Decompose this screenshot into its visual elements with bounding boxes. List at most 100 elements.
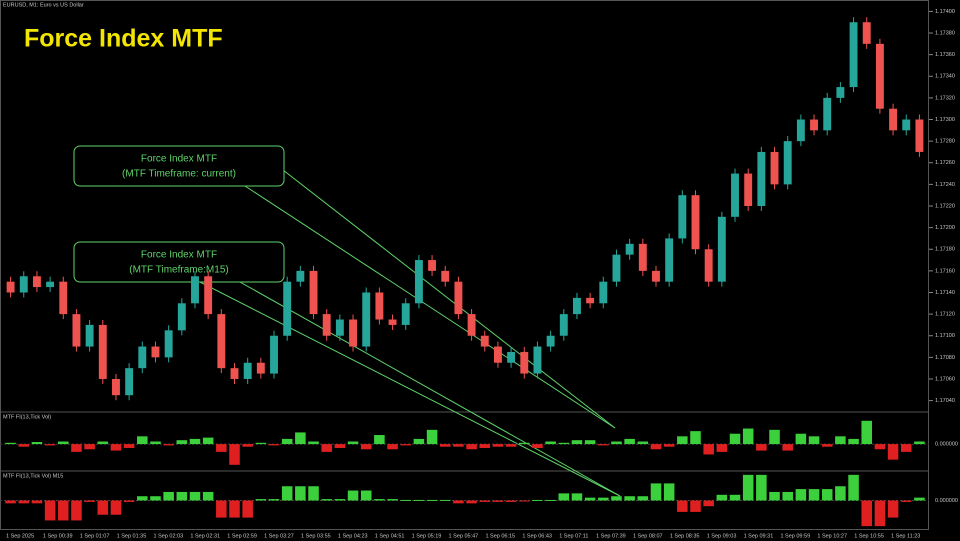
histogram-bar — [97, 500, 109, 515]
candle — [151, 346, 160, 358]
candle — [678, 195, 687, 239]
histogram-bar — [453, 444, 464, 447]
histogram-bar — [519, 500, 530, 502]
histogram-bar — [650, 483, 662, 501]
histogram-bar — [58, 500, 69, 521]
y-tick-label: 1.17140 — [935, 290, 955, 296]
histogram-bar — [71, 500, 82, 521]
histogram-bar — [663, 444, 675, 447]
candle — [717, 216, 726, 282]
histogram-bar — [268, 444, 280, 446]
histogram-bar — [216, 444, 227, 452]
histogram-bar — [677, 436, 688, 445]
candle — [862, 22, 871, 44]
histogram-bar — [887, 500, 899, 518]
x-tick-label: 1 Sep 07:39 — [596, 533, 626, 539]
candle — [612, 254, 621, 282]
candle — [507, 351, 516, 363]
histogram-bar — [505, 444, 517, 447]
histogram-bar — [150, 496, 161, 501]
histogram-bar — [281, 486, 293, 501]
histogram-bar — [31, 442, 43, 445]
candle — [125, 368, 134, 396]
histogram-bar — [558, 442, 570, 445]
histogram-bar — [242, 500, 253, 518]
histogram-bar — [861, 420, 872, 445]
x-tick-label: 1 Sep 04:23 — [338, 533, 368, 539]
x-tick-label: 1 Sep 03:55 — [301, 533, 331, 539]
histogram-bar — [44, 444, 56, 446]
histogram-bar — [532, 444, 543, 448]
candle — [362, 292, 371, 347]
candle — [441, 270, 450, 282]
histogram-bar — [848, 474, 859, 501]
histogram-bar — [400, 499, 411, 501]
histogram-bar — [347, 441, 359, 445]
x-tick-label: 1 Sep 10:55 — [854, 533, 884, 539]
histogram-bar — [690, 500, 701, 512]
y-tick-label: 1.17240 — [935, 182, 955, 188]
histogram-bar — [413, 438, 425, 445]
histogram-bar — [137, 496, 148, 501]
histogram-bar — [874, 500, 886, 527]
x-tick-label: 1 Sep 09:59 — [780, 533, 810, 539]
candle — [6, 281, 15, 293]
histogram-bar — [545, 441, 556, 445]
candle — [177, 303, 186, 331]
histogram-bar — [360, 490, 372, 501]
histogram-bar — [835, 436, 846, 445]
candle — [546, 335, 555, 347]
candle — [757, 151, 766, 206]
candle — [164, 330, 173, 358]
histogram-bar — [176, 491, 188, 501]
candle — [849, 22, 858, 88]
histogram-bar — [914, 497, 925, 501]
panel-label: MTF FI(13,Tick Vol) — [3, 414, 51, 420]
callout-line — [244, 185, 616, 429]
histogram-bar — [374, 435, 385, 445]
candle — [322, 314, 331, 336]
chart-title: Force Index MTF — [24, 25, 223, 53]
candle — [625, 243, 634, 255]
histogram-bar — [387, 499, 398, 501]
candle — [836, 87, 845, 98]
histogram-bar — [84, 444, 95, 450]
histogram-bar — [176, 440, 188, 445]
candle — [823, 97, 832, 131]
histogram-bar — [426, 429, 438, 445]
histogram-bar — [426, 499, 438, 501]
y-tick-label: 1.17380 — [935, 30, 955, 36]
callout-box — [73, 241, 285, 283]
histogram-bar — [716, 444, 728, 452]
histogram-bar — [835, 486, 846, 501]
histogram-bar — [479, 500, 491, 502]
y-tick-label: 1.17060 — [935, 376, 955, 382]
x-tick-label: 1 Sep 02:31 — [190, 533, 220, 539]
histogram-bar — [255, 499, 267, 501]
histogram-bar — [71, 444, 82, 452]
y-tick-label: 0.000000 — [935, 442, 958, 448]
histogram-bar — [808, 436, 820, 445]
x-tick-label: 1 Sep 07:11 — [559, 533, 588, 539]
histogram-bar — [123, 444, 135, 448]
histogram-bar — [242, 444, 253, 447]
y-tick-label: 1.17280 — [935, 139, 955, 145]
candle — [796, 119, 805, 142]
histogram-bar — [281, 438, 293, 445]
candle — [32, 276, 41, 288]
histogram-bar — [439, 444, 451, 447]
x-tick-label: 1 Sep 09:31 — [744, 533, 774, 539]
candle — [783, 141, 792, 185]
candle — [270, 335, 278, 374]
histogram-bar — [900, 444, 912, 452]
histogram-bar — [347, 490, 359, 501]
histogram-bar — [584, 497, 596, 501]
histogram-bar — [545, 499, 556, 501]
callout-line — [282, 169, 616, 429]
candle — [480, 335, 489, 347]
candle — [493, 346, 502, 363]
candle — [744, 173, 753, 206]
x-tick-label: 1 Sep 08:35 — [670, 533, 700, 539]
histogram-bar — [202, 491, 214, 501]
